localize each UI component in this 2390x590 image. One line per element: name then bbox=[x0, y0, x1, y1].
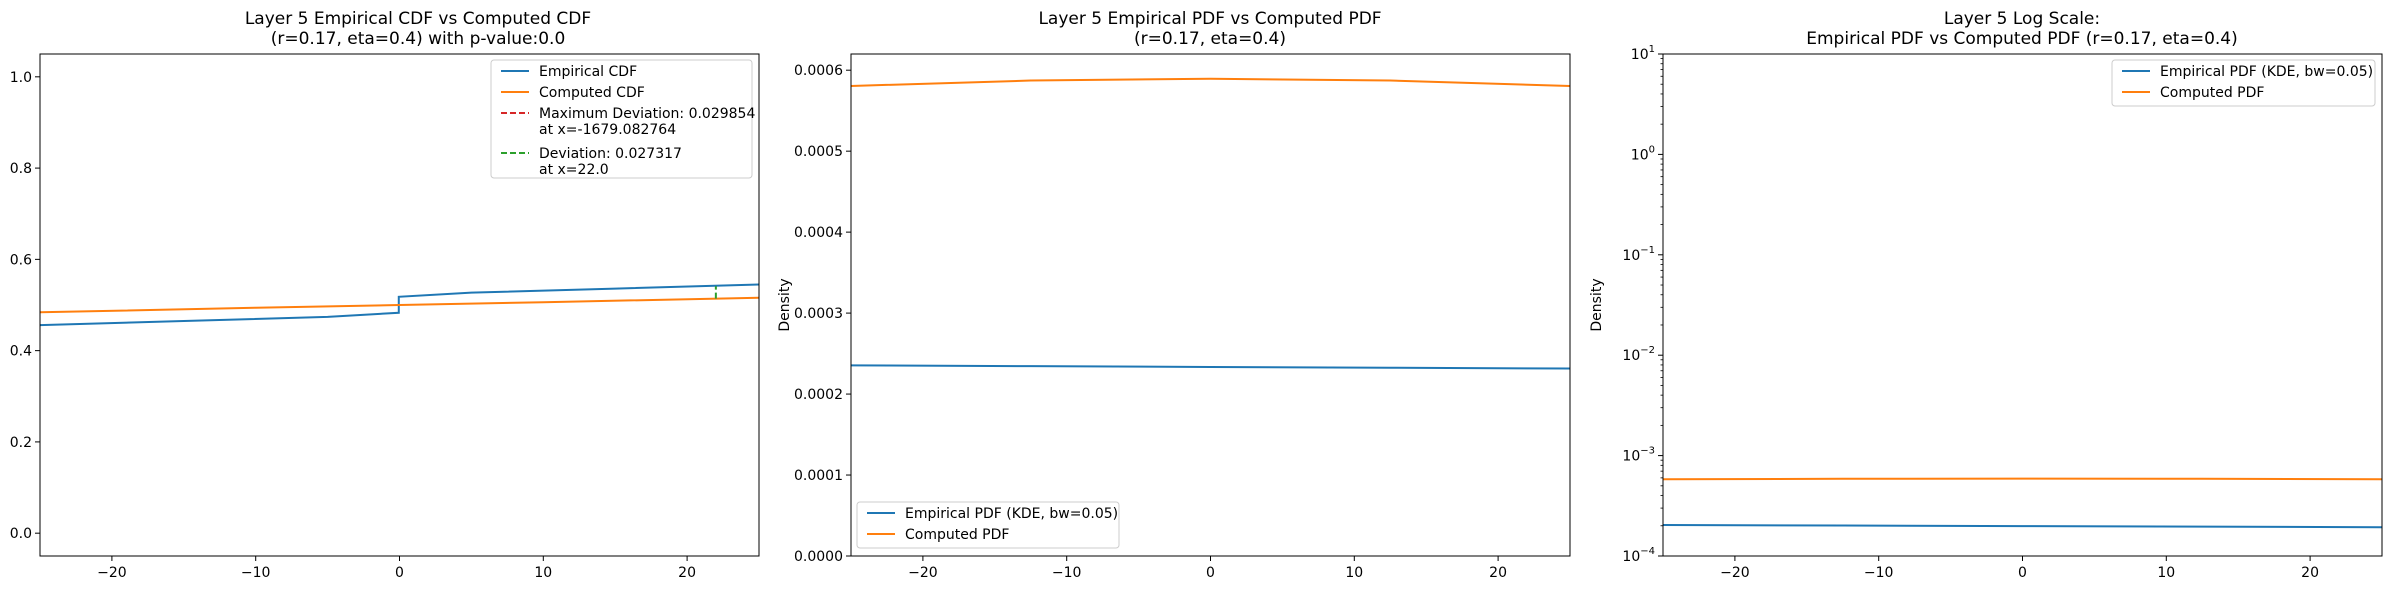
x-tick-label: 20 bbox=[1489, 565, 1507, 581]
y-tick-label: 0.0 bbox=[10, 526, 32, 542]
y-tick-label: 0.6 bbox=[10, 252, 32, 268]
x-tick-label: 20 bbox=[2301, 565, 2319, 581]
chart-title-line1: Layer 5 Empirical PDF vs Computed PDF bbox=[1038, 9, 1381, 29]
panel-cdf: Layer 5 Empirical CDF vs Computed CDF (r… bbox=[10, 9, 760, 581]
legend-frame bbox=[490, 59, 753, 179]
chart-title-line2: Empirical PDF vs Computed PDF (r=0.17, e… bbox=[1806, 29, 2237, 49]
legend-label: at x=22.0 bbox=[539, 162, 609, 178]
legend-label: Empirical CDF bbox=[539, 64, 637, 80]
x-tick-label: −10 bbox=[241, 565, 271, 581]
chart-title-line2: (r=0.17, eta=0.4) bbox=[1134, 29, 1286, 49]
series-line bbox=[1663, 524, 2382, 529]
legend: Empirical CDF Computed CDF Maximum Deviati… bbox=[490, 59, 755, 179]
legend-label: Empirical PDF (KDE, bw=0.05) bbox=[905, 506, 1118, 522]
legend: Empirical PDF (KDE, bw=0.05) Computed PDF bbox=[856, 501, 1120, 549]
series-line bbox=[851, 77, 1570, 87]
legend-frame bbox=[856, 501, 1120, 549]
x-tick-label: 0 bbox=[2018, 565, 2027, 581]
y-tick-label: 10−2 bbox=[1622, 345, 1655, 364]
x-tick-label: −20 bbox=[908, 565, 938, 581]
chart-title-line2: (r=0.17, eta=0.4) with p-value:0.0 bbox=[271, 29, 566, 49]
x-tick-label: 0 bbox=[395, 565, 404, 581]
y-tick-label: 10−1 bbox=[1622, 245, 1655, 264]
chart-title-line1: Layer 5 Log Scale: bbox=[1944, 9, 2100, 29]
axes-frame bbox=[850, 53, 1571, 557]
y-tick-label: 0.4 bbox=[10, 344, 32, 360]
series-line bbox=[1663, 477, 2382, 481]
legend-label: Computed PDF bbox=[905, 527, 1009, 543]
y-tick-label: 0.0005 bbox=[794, 144, 843, 160]
y-tick-label: 0.0000 bbox=[794, 549, 843, 565]
y-tick-label: 100 bbox=[1631, 144, 1655, 163]
y-tick-label: 0.8 bbox=[10, 161, 32, 177]
y-tick-label: 101 bbox=[1631, 44, 1655, 63]
y-axis-label: Density bbox=[1589, 278, 1605, 331]
y-axis-label: Density bbox=[777, 278, 793, 331]
legend-label: Maximum Deviation: 0.029854 bbox=[539, 106, 755, 122]
x-tick-label: −20 bbox=[1720, 565, 1750, 581]
legend: Empirical PDF (KDE, bw=0.05) Computed PDF bbox=[2111, 59, 2376, 107]
plot-area bbox=[851, 77, 1570, 370]
y-tick-label: 0.0001 bbox=[794, 468, 843, 484]
legend-label: Computed PDF bbox=[2160, 85, 2264, 101]
y-tick-label: 0.0002 bbox=[794, 387, 843, 403]
x-tick-label: −10 bbox=[1052, 565, 1082, 581]
y-tick-label: 10−3 bbox=[1622, 446, 1655, 465]
legend-label: at x=-1679.082764 bbox=[539, 122, 676, 138]
legend-label: Empirical PDF (KDE, bw=0.05) bbox=[2160, 64, 2373, 80]
x-tick-label: 10 bbox=[2157, 565, 2175, 581]
axes-frame bbox=[1662, 53, 2383, 557]
y-tick-label: 0.2 bbox=[10, 435, 32, 451]
x-tick-label: −10 bbox=[1864, 565, 1894, 581]
y-tick-label: 0.0004 bbox=[794, 225, 843, 241]
y-tick-label: 0.0003 bbox=[794, 306, 843, 322]
series-line bbox=[851, 364, 1570, 370]
x-tick-label: −20 bbox=[97, 565, 127, 581]
y-tick-label: 0.0006 bbox=[794, 63, 843, 79]
legend-frame bbox=[2111, 59, 2376, 107]
chart-title-line1: Layer 5 Empirical CDF vs Computed CDF bbox=[245, 9, 591, 29]
axes-frame bbox=[39, 53, 760, 557]
panel-pdf: Layer 5 Empirical PDF vs Computed PDF (r… bbox=[777, 9, 1571, 581]
x-tick-label: 10 bbox=[534, 565, 552, 581]
plot-area bbox=[40, 283, 759, 327]
x-tick-label: 20 bbox=[678, 565, 696, 581]
x-tick-label: 10 bbox=[1345, 565, 1363, 581]
legend-label: Computed CDF bbox=[539, 85, 645, 101]
series-line bbox=[40, 296, 759, 314]
panel-log-pdf: Layer 5 Log Scale: Empirical PDF vs Comp… bbox=[1589, 9, 2383, 581]
y-tick-label: 10−4 bbox=[1622, 546, 1655, 565]
x-tick-label: 0 bbox=[1206, 565, 1215, 581]
legend-label: Deviation: 0.027317 bbox=[539, 146, 682, 162]
y-tick-label: 1.0 bbox=[10, 70, 32, 86]
plot-area bbox=[1663, 477, 2382, 529]
